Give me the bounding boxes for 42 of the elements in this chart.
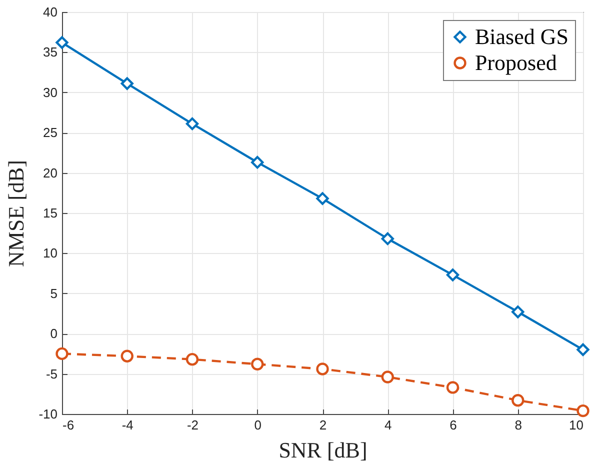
point bbox=[251, 358, 264, 370]
point bbox=[446, 381, 460, 394]
point bbox=[186, 352, 199, 366]
x-axis-title: SNR [dB] bbox=[278, 438, 368, 462]
x-tick-label: 0 bbox=[254, 418, 262, 432]
point bbox=[381, 232, 394, 246]
x-tick-label: -6 bbox=[62, 418, 74, 432]
x-tick-label: 6 bbox=[450, 418, 457, 432]
point bbox=[576, 343, 590, 356]
point bbox=[576, 404, 590, 418]
point bbox=[512, 306, 524, 318]
y-tick-label: 5 bbox=[50, 286, 58, 301]
point bbox=[56, 36, 68, 49]
y-tick-label: 0 bbox=[50, 326, 58, 342]
point bbox=[316, 362, 329, 376]
point bbox=[186, 117, 199, 130]
y-tick-label: 30 bbox=[43, 84, 58, 100]
x-tick-label: -4 bbox=[122, 418, 134, 432]
legend-label: Biased GS bbox=[475, 24, 568, 49]
x-tick-label: -2 bbox=[186, 418, 199, 432]
point bbox=[512, 394, 524, 407]
x-tick-label: 4 bbox=[384, 418, 392, 432]
x-tick-label: 10 bbox=[569, 418, 584, 432]
point bbox=[446, 268, 460, 282]
y-tick-label: -10 bbox=[38, 406, 58, 422]
y-tick-label: 20 bbox=[43, 165, 58, 180]
y-tick-label: 10 bbox=[43, 246, 58, 261]
point bbox=[120, 77, 134, 90]
point bbox=[56, 347, 68, 360]
legend-label: Proposed bbox=[475, 50, 557, 75]
y-tick-label: 40 bbox=[43, 4, 58, 20]
x-tick-label: 8 bbox=[514, 418, 522, 432]
point bbox=[381, 370, 394, 384]
y-tick-label: 15 bbox=[43, 206, 58, 220]
point bbox=[120, 350, 134, 362]
point bbox=[316, 192, 329, 205]
y-axis-title: NMSE [dB] bbox=[4, 160, 29, 267]
x-tick-label: 2 bbox=[319, 418, 327, 432]
y-tick-label: -5 bbox=[46, 366, 58, 382]
y-tick-label: 25 bbox=[43, 125, 58, 140]
y-tick-label: 35 bbox=[43, 44, 58, 60]
point bbox=[251, 156, 264, 169]
